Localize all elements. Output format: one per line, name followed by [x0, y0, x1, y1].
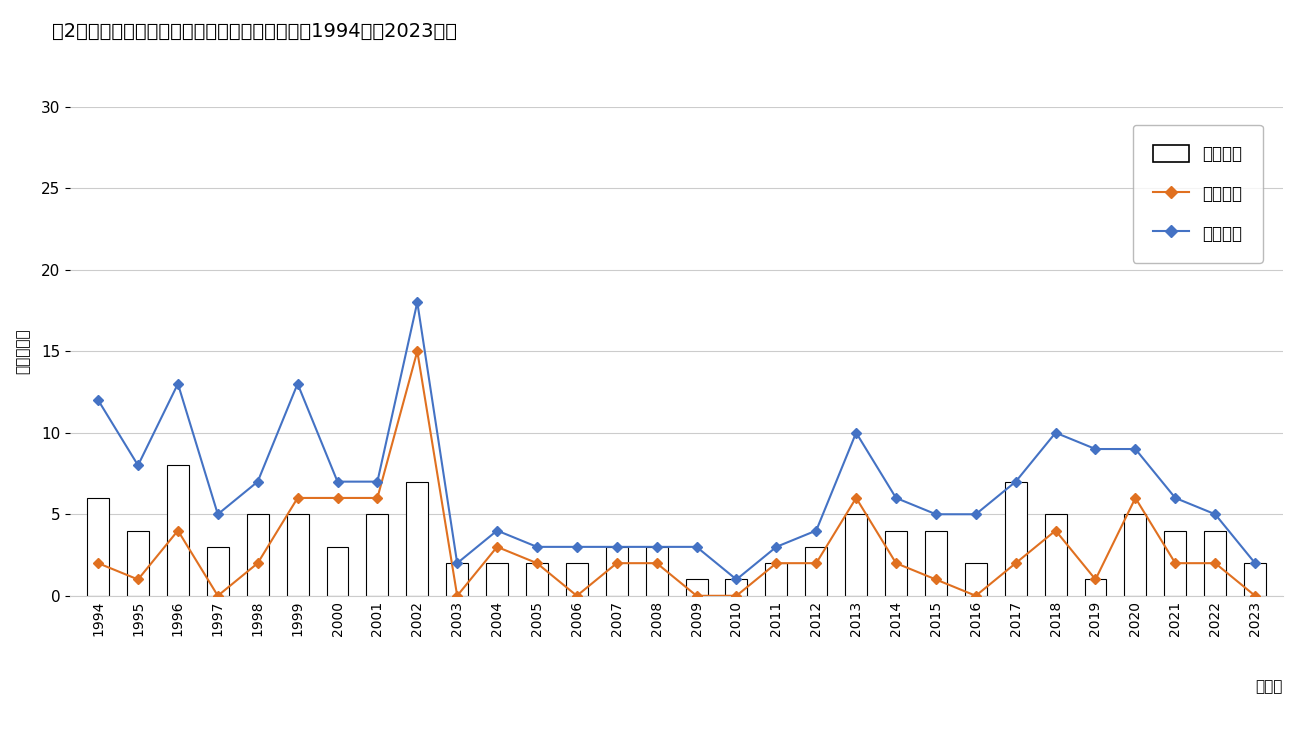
- Bar: [1045, 514, 1067, 595]
- Bar: [287, 514, 309, 595]
- Bar: [1124, 514, 1146, 595]
- Bar: [247, 514, 269, 595]
- Bar: [566, 563, 588, 595]
- Bar: [1243, 563, 1266, 595]
- Bar: [645, 547, 667, 595]
- Text: 「年」: 「年」: [1255, 679, 1282, 694]
- Bar: [127, 531, 149, 595]
- Bar: [526, 563, 548, 595]
- Bar: [366, 514, 388, 595]
- Bar: [885, 531, 907, 595]
- Text: 図2　硫化水素中毒の労働災害発生状況の推移（1994年～2023年）: 図2 硫化水素中毒の労働災害発生状況の推移（1994年～2023年）: [52, 22, 457, 41]
- Bar: [447, 563, 469, 595]
- Y-axis label: 「人・件」: 「人・件」: [16, 329, 30, 374]
- Bar: [726, 579, 748, 595]
- Bar: [167, 465, 190, 595]
- Bar: [327, 547, 348, 595]
- Bar: [487, 563, 508, 595]
- Bar: [805, 547, 827, 595]
- Bar: [87, 498, 109, 595]
- Legend: 発生件数, 死亡者数, 被災者数: 発生件数, 死亡者数, 被災者数: [1133, 125, 1263, 262]
- Bar: [964, 563, 986, 595]
- Bar: [925, 531, 946, 595]
- Bar: [766, 563, 788, 595]
- Bar: [1005, 482, 1027, 595]
- Bar: [1205, 531, 1227, 595]
- Bar: [606, 547, 628, 595]
- Bar: [685, 579, 707, 595]
- Bar: [406, 482, 428, 595]
- Bar: [845, 514, 867, 595]
- Bar: [1164, 531, 1186, 595]
- Bar: [206, 547, 228, 595]
- Bar: [1085, 579, 1106, 595]
